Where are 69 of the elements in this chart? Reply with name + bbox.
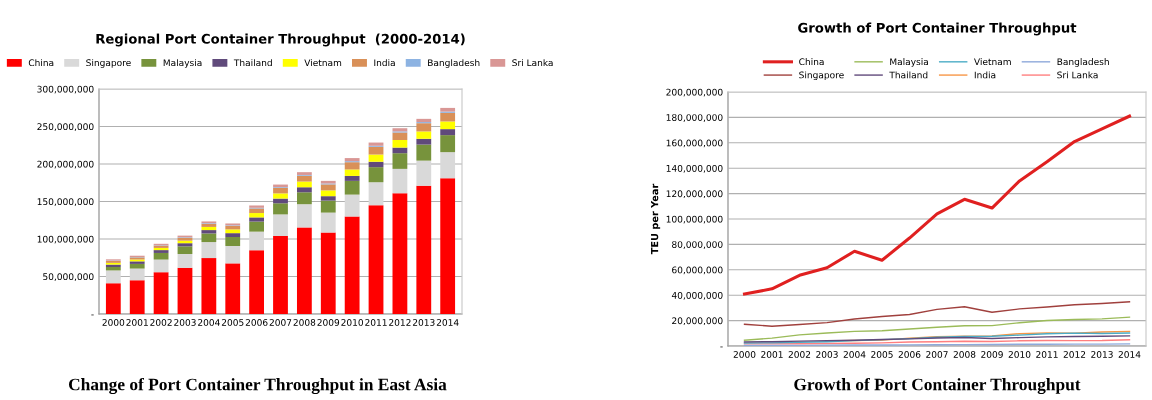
legend-label: India bbox=[974, 71, 996, 79]
y-tick-label: 200,000,000 bbox=[37, 160, 94, 169]
y-tick-label: 140,000,000 bbox=[666, 164, 723, 173]
x-tick-label: 2005 bbox=[221, 319, 244, 326]
x-tick-label: 2009 bbox=[317, 319, 340, 326]
y-tick-label: 200,000,000 bbox=[666, 88, 723, 97]
legend-label: Thailand bbox=[889, 71, 928, 79]
x-tick-label: 2005 bbox=[871, 351, 893, 358]
legend-label: Malaysia bbox=[163, 59, 202, 68]
legend-label: Malaysia bbox=[890, 58, 928, 67]
x-tick-label: 2009 bbox=[981, 351, 1003, 358]
y-tick-label: 120,000,000 bbox=[666, 190, 723, 199]
legend-label: China bbox=[799, 58, 824, 66]
legend-label: India bbox=[374, 59, 395, 67]
y-tick-label: - bbox=[720, 346, 723, 348]
text: Growth of Port Container Throughput bbox=[794, 377, 1081, 394]
x-tick-label: 2001 bbox=[761, 351, 783, 358]
y-tick-label: 300,000,000 bbox=[37, 85, 94, 94]
x-tick-label: 2014 bbox=[436, 319, 459, 326]
x-tick-label: 2000 bbox=[102, 319, 125, 326]
x-tick-label: 2002 bbox=[788, 351, 811, 358]
y-tick-label: 250,000,000 bbox=[37, 123, 94, 131]
x-tick-label: 2012 bbox=[389, 319, 411, 326]
legend-label: Bangladesh bbox=[428, 59, 480, 68]
legend-label: Vietnam bbox=[974, 58, 1011, 66]
x-tick-label: 2008 bbox=[293, 319, 316, 326]
chart-title: Growth of Port Container Throughput bbox=[798, 22, 1077, 36]
y-tick-label: 100,000,000 bbox=[666, 215, 723, 224]
x-tick-label: 2011 bbox=[365, 319, 387, 326]
legend-label: Singapore bbox=[86, 59, 131, 68]
x-tick-label: 2012 bbox=[1063, 351, 1086, 358]
y-tick-label: 80,000,000 bbox=[672, 241, 723, 249]
y-tick-label: 160,000,000 bbox=[666, 139, 723, 148]
text: Change of Port Container Throughput in East Asia bbox=[68, 377, 447, 394]
x-tick-label: 2011 bbox=[1036, 351, 1058, 358]
x-tick-label: 2003 bbox=[174, 319, 196, 326]
x-tick-label: 2010 bbox=[1008, 351, 1031, 358]
y-tick-label: 60,000,000 bbox=[672, 266, 723, 275]
y-tick-label: 150,000,000 bbox=[37, 198, 94, 206]
x-tick-label: 2006 bbox=[898, 351, 921, 358]
y-tick-label: 50,000,000 bbox=[43, 273, 94, 281]
x-tick-label: 2004 bbox=[843, 351, 866, 358]
x-tick-label: 2002 bbox=[150, 319, 172, 326]
x-tick-label: 2008 bbox=[953, 351, 976, 358]
legend-label: Singapore bbox=[799, 71, 844, 81]
x-tick-label: 2004 bbox=[198, 319, 220, 326]
x-tick-label: 2013 bbox=[1091, 351, 1113, 358]
y-tick-label: 100,000,000 bbox=[37, 235, 94, 244]
legend-label: China bbox=[28, 59, 54, 67]
y-tick-label: 180,000,000 bbox=[666, 114, 723, 122]
x-tick-label: 2013 bbox=[412, 319, 435, 326]
x-tick-label: 2000 bbox=[733, 351, 756, 358]
legend-label: Bangladesh bbox=[1057, 58, 1109, 67]
x-tick-label: 2003 bbox=[816, 351, 838, 358]
x-tick-label: 2007 bbox=[269, 319, 292, 326]
y-tick-label: 20,000,000 bbox=[672, 317, 723, 326]
chart-title: Regional Port Container Throughput (2000-2014) bbox=[96, 33, 465, 47]
x-tick-label: 2010 bbox=[341, 319, 364, 326]
x-tick-label: 2014 bbox=[1118, 351, 1141, 358]
x-tick-label: 2001 bbox=[126, 319, 148, 326]
legend-label: Sri Lanka bbox=[1057, 71, 1098, 79]
x-tick-label: 2007 bbox=[926, 351, 948, 358]
legend-label: Sri Lanka bbox=[512, 59, 553, 67]
y-axis-title: TEU per Year bbox=[651, 183, 661, 255]
y-tick-label: - bbox=[91, 314, 94, 316]
x-tick-label: 2006 bbox=[245, 319, 268, 326]
y-tick-label: 40,000,000 bbox=[671, 291, 723, 300]
legend-label: Thailand bbox=[233, 59, 272, 67]
legend-label: Vietnam bbox=[304, 59, 342, 67]
